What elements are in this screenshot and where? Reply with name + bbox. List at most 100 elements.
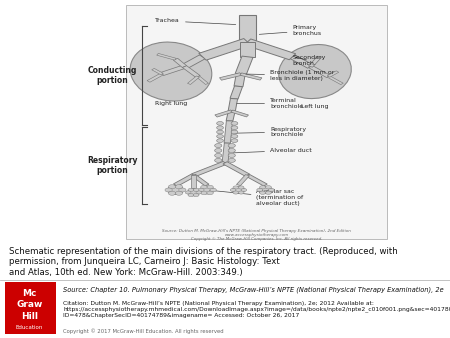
Circle shape: [210, 188, 216, 192]
Polygon shape: [181, 55, 206, 68]
Circle shape: [215, 153, 222, 158]
Polygon shape: [157, 53, 176, 60]
Text: Citation: Dutton M. McGraw-Hill’s NPTE (National Physical Therapy Examination), : Citation: Dutton M. McGraw-Hill’s NPTE (…: [63, 301, 450, 318]
Circle shape: [233, 191, 238, 194]
Circle shape: [217, 135, 223, 138]
Circle shape: [215, 148, 222, 152]
Text: Trachea: Trachea: [155, 19, 236, 25]
Circle shape: [198, 188, 204, 192]
Circle shape: [232, 187, 245, 193]
Text: Terminal
bronchiole: Terminal bronchiole: [237, 98, 303, 109]
Circle shape: [188, 188, 194, 191]
Polygon shape: [223, 162, 250, 176]
Circle shape: [260, 191, 266, 194]
Ellipse shape: [279, 45, 351, 99]
Circle shape: [200, 186, 214, 194]
Polygon shape: [191, 175, 196, 188]
Circle shape: [230, 189, 236, 192]
Polygon shape: [152, 68, 163, 75]
Text: Schematic representation of the main divisions of the respiratory tract. (Reprod: Schematic representation of the main div…: [9, 247, 398, 276]
Polygon shape: [215, 110, 233, 117]
Circle shape: [217, 130, 223, 134]
Circle shape: [231, 139, 238, 143]
FancyBboxPatch shape: [4, 283, 56, 335]
Polygon shape: [234, 74, 245, 87]
Circle shape: [228, 148, 235, 152]
Text: Respiratory
bronchiole: Respiratory bronchiole: [234, 127, 306, 138]
Circle shape: [194, 188, 199, 191]
Circle shape: [231, 126, 238, 129]
Text: Graw: Graw: [16, 300, 42, 309]
Circle shape: [207, 185, 213, 189]
Text: Bronchiole (1 mm or
less in diameter): Bronchiole (1 mm or less in diameter): [246, 70, 334, 81]
Polygon shape: [224, 121, 233, 143]
Circle shape: [238, 186, 244, 189]
Circle shape: [231, 135, 238, 138]
Text: Source: Chapter 10. Pulmonary Physical Therapy, McGraw-Hill’s NPTE (National Phy: Source: Chapter 10. Pulmonary Physical T…: [63, 286, 444, 293]
Circle shape: [241, 189, 247, 192]
Circle shape: [231, 130, 238, 134]
Circle shape: [179, 188, 186, 192]
Polygon shape: [290, 55, 313, 68]
Polygon shape: [147, 73, 163, 82]
Text: Alveolar sac
(termination of
alveolar duct): Alveolar sac (termination of alveolar du…: [210, 189, 304, 206]
Circle shape: [259, 186, 272, 194]
Text: Conducting
portion: Conducting portion: [88, 66, 137, 85]
Circle shape: [256, 188, 263, 192]
Text: Source: Dutton M. McGraw-Hill's NPTE (National Physical Therapy Examination), 2n: Source: Dutton M. McGraw-Hill's NPTE (Na…: [162, 229, 351, 233]
Polygon shape: [173, 174, 196, 186]
Polygon shape: [230, 86, 243, 99]
Polygon shape: [309, 56, 321, 67]
Text: Hill: Hill: [21, 312, 38, 321]
Text: Right lung: Right lung: [155, 101, 187, 106]
Circle shape: [207, 191, 213, 195]
Circle shape: [217, 139, 223, 143]
Text: www.accessphysiotherapy.com: www.accessphysiotherapy.com: [225, 233, 288, 237]
Text: Alveolar duct: Alveolar duct: [233, 148, 312, 153]
Polygon shape: [182, 66, 200, 77]
Polygon shape: [220, 73, 242, 80]
Circle shape: [196, 191, 202, 194]
Polygon shape: [226, 111, 235, 121]
Polygon shape: [197, 76, 208, 84]
Circle shape: [165, 188, 172, 192]
Circle shape: [260, 186, 266, 189]
Circle shape: [266, 186, 271, 189]
Text: Copyright © 2017 McGraw-Hill Education. All rights reserved: Copyright © 2017 McGraw-Hill Education. …: [63, 329, 224, 335]
Polygon shape: [199, 39, 251, 60]
Polygon shape: [246, 174, 267, 186]
Circle shape: [228, 144, 235, 148]
Circle shape: [201, 185, 207, 189]
Circle shape: [168, 191, 176, 195]
Polygon shape: [188, 76, 199, 84]
Text: Respiratory
portion: Respiratory portion: [87, 155, 137, 175]
Polygon shape: [309, 66, 330, 77]
Circle shape: [201, 191, 207, 195]
Text: Copyright © The McGraw-Hill Companies, Inc. All rights reserved.: Copyright © The McGraw-Hill Companies, I…: [191, 237, 322, 241]
Circle shape: [187, 189, 200, 196]
Circle shape: [215, 159, 222, 162]
Text: Secondary
bronch.: Secondary bronch.: [292, 55, 326, 66]
Circle shape: [268, 188, 274, 192]
Text: Left lung: Left lung: [301, 104, 329, 108]
Circle shape: [215, 144, 222, 148]
Circle shape: [176, 191, 183, 195]
Polygon shape: [327, 76, 343, 84]
Circle shape: [238, 191, 244, 194]
Polygon shape: [192, 162, 227, 176]
Bar: [126, 5, 387, 239]
Circle shape: [188, 193, 194, 197]
Polygon shape: [235, 56, 253, 75]
Polygon shape: [240, 42, 255, 57]
Circle shape: [217, 122, 223, 125]
Circle shape: [176, 185, 183, 189]
Polygon shape: [239, 15, 256, 42]
Circle shape: [185, 191, 191, 194]
Circle shape: [228, 153, 235, 158]
Text: Mc: Mc: [22, 289, 36, 298]
Circle shape: [217, 126, 223, 129]
Circle shape: [194, 193, 199, 197]
Polygon shape: [173, 58, 187, 68]
Text: Education: Education: [16, 325, 43, 331]
Polygon shape: [228, 98, 238, 111]
